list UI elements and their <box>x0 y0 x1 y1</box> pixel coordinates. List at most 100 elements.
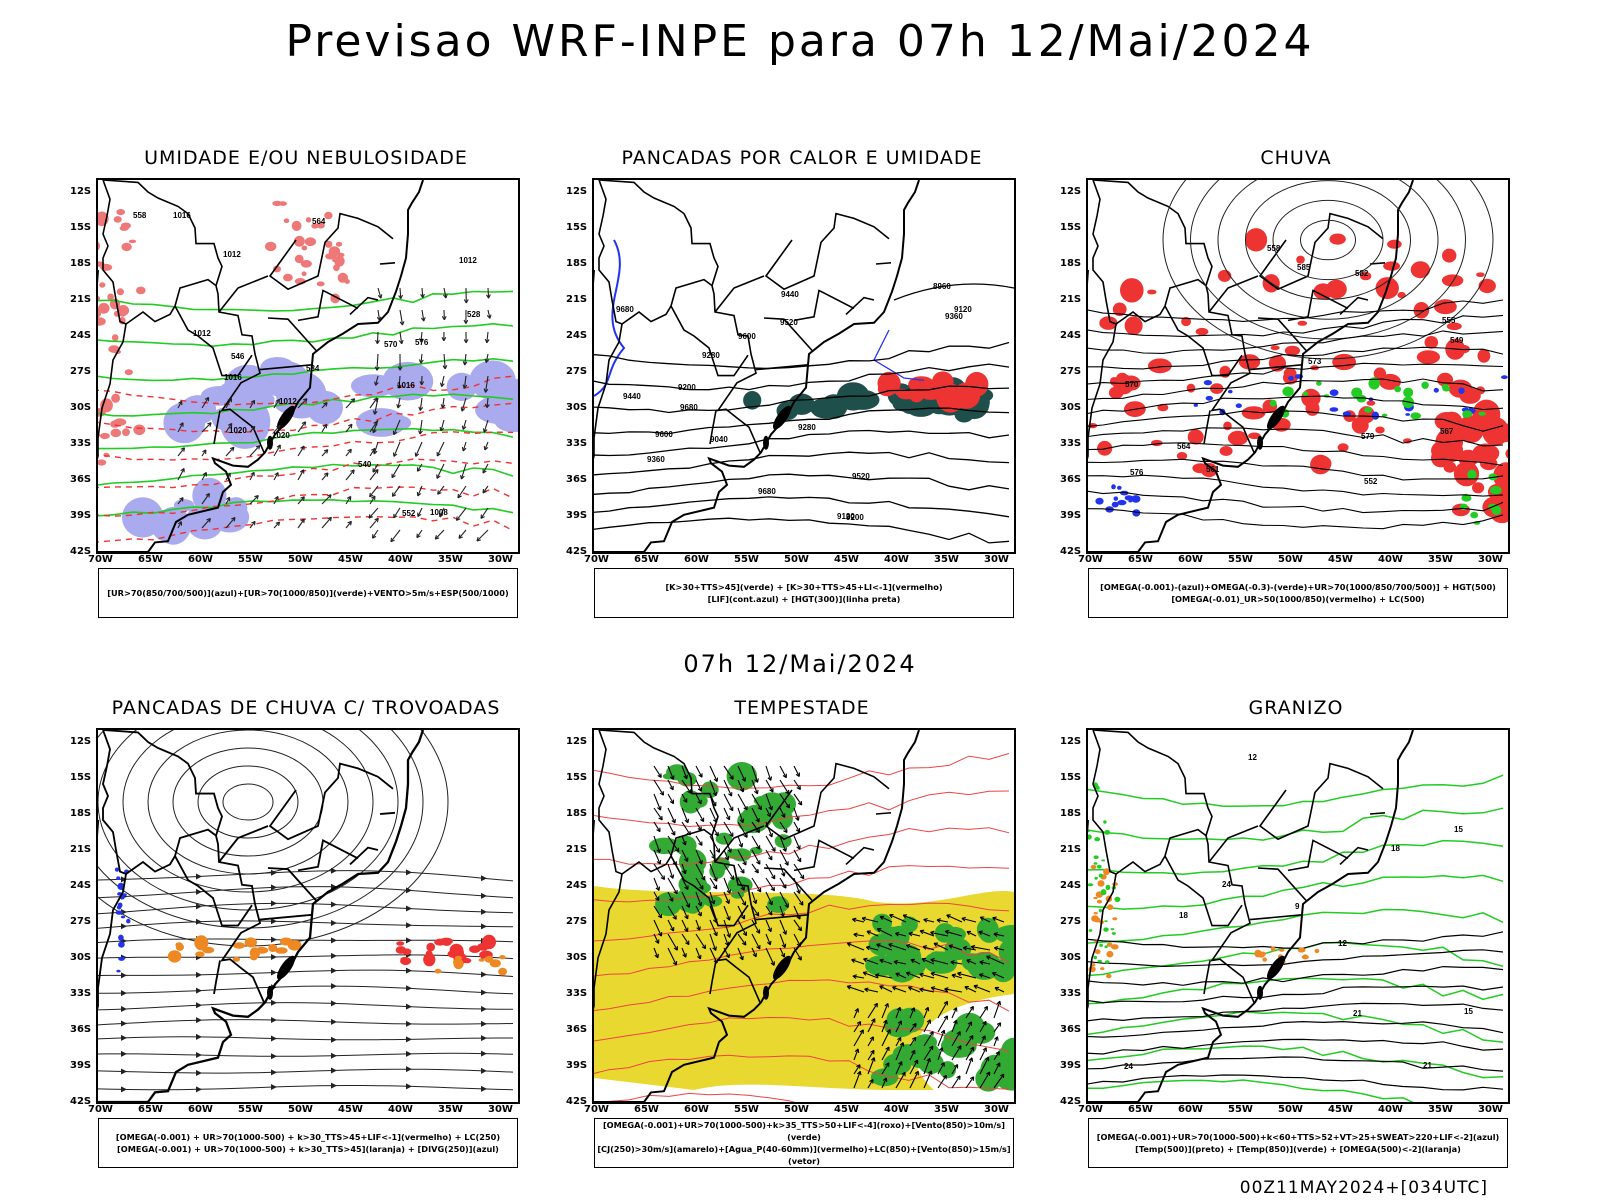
wind-vector <box>751 863 759 874</box>
wind-arrowhead <box>436 451 441 457</box>
field-patch <box>117 882 125 890</box>
wind-vector <box>421 287 424 298</box>
field-patch <box>1103 927 1109 932</box>
lon-tick-label: 60W <box>188 554 213 565</box>
wind-arrowhead <box>957 971 962 977</box>
wind-vector <box>653 835 661 853</box>
state-border <box>709 410 717 445</box>
contour-label: 21 <box>1353 1009 1362 1018</box>
wind-arrowhead <box>323 449 329 454</box>
lon-tick-label: 40W <box>388 1104 413 1115</box>
wind-vector <box>372 463 379 473</box>
wind-vector <box>853 933 865 937</box>
field-patch <box>305 217 312 223</box>
wind-vector <box>923 1007 929 1019</box>
wind-vector <box>895 932 907 937</box>
wind-vector <box>923 918 935 923</box>
contour-line <box>1088 442 1504 467</box>
wind-arrowhead <box>926 1019 931 1024</box>
wind-arrowhead <box>322 423 328 429</box>
wind-arrowhead <box>463 319 469 324</box>
wind-vector <box>930 972 949 979</box>
legend-box: [OMEGA(-0.001) + UR>70(1000-500) + k>30_… <box>98 1118 518 1168</box>
field-patch <box>494 409 518 433</box>
wind-arrowhead <box>866 930 872 935</box>
wind-vector <box>681 835 687 846</box>
wind-vector <box>930 931 949 937</box>
field-patch <box>283 273 293 282</box>
field-patch <box>731 848 752 862</box>
wind-arrowhead <box>672 915 677 920</box>
wind-arrowhead <box>795 816 800 821</box>
stream-arrow <box>481 923 487 930</box>
wind-arrowhead <box>714 831 719 837</box>
wind-arrowhead <box>973 984 978 990</box>
wind-vector <box>965 1046 975 1061</box>
wind-vector <box>345 469 355 481</box>
wind-arrowhead <box>659 791 665 796</box>
wind-arrowhead <box>374 469 379 474</box>
wind-vector <box>653 793 662 811</box>
contour-label: 555 <box>1442 316 1456 325</box>
wind-arrowhead <box>301 421 307 426</box>
wind-vector <box>483 419 489 433</box>
wind-vector <box>709 877 718 890</box>
field-patch <box>434 968 442 974</box>
wind-arrowhead <box>755 828 760 834</box>
wind-vector <box>979 1035 986 1047</box>
wind-vector <box>667 905 677 920</box>
wind-arrowhead <box>846 985 852 990</box>
stream-arrow <box>271 1069 277 1076</box>
field-patch <box>311 223 319 229</box>
state-border <box>1258 212 1384 291</box>
wind-arrowhead <box>276 424 281 430</box>
wind-vector <box>297 398 308 409</box>
wind-vector <box>393 507 401 519</box>
wind-arrowhead <box>754 789 759 795</box>
wind-arrowhead <box>687 789 692 794</box>
wind-arrowhead <box>930 986 936 991</box>
wind-arrowhead <box>416 467 422 472</box>
contour-line <box>1088 1002 1504 1022</box>
wind-arrowhead <box>712 791 718 797</box>
contour-line <box>1088 839 1504 876</box>
contour-line <box>594 496 1010 518</box>
wind-arrowhead <box>756 944 761 950</box>
field-patch <box>1117 499 1127 506</box>
contour-line <box>1088 474 1504 497</box>
lagoa-dos-patos <box>772 405 792 430</box>
wind-arrowhead <box>657 806 662 811</box>
wind-arrowhead <box>799 901 804 906</box>
state-border <box>259 913 313 921</box>
wind-vector <box>881 1029 891 1047</box>
wind-vector <box>793 807 799 821</box>
legend-box: [OMEGA(-0.001)+UR>70(1000-500)+k>35_TTS>… <box>594 1118 1014 1168</box>
contour-line <box>1088 931 1504 949</box>
field-patch <box>1410 261 1431 279</box>
field-patch <box>1104 920 1108 922</box>
wind-arrowhead <box>967 1021 973 1026</box>
contour-line <box>98 486 514 517</box>
contour-label: 9680 <box>616 305 634 314</box>
wind-arrowhead <box>669 775 675 780</box>
wind-vector <box>376 353 379 371</box>
wind-arrowhead <box>970 944 976 950</box>
state-border <box>349 846 379 866</box>
stream-arrow <box>406 1020 412 1027</box>
wind-arrowhead <box>897 1036 902 1042</box>
wind-vector <box>937 1001 948 1019</box>
lon-tick-label: 50W <box>1278 1104 1303 1115</box>
wind-vector <box>931 987 949 993</box>
wind-vector <box>919 930 935 937</box>
field-patch <box>453 958 464 970</box>
coastline <box>1088 180 1414 552</box>
wind-arrowhead <box>889 913 894 919</box>
wind-vector <box>751 835 761 850</box>
wind-arrowhead <box>712 801 717 807</box>
lat-tick-label: 27S <box>1060 916 1082 927</box>
wind-arrowhead <box>982 1047 987 1052</box>
state-border <box>1287 839 1349 872</box>
field-patch <box>1258 953 1265 958</box>
wind-vector <box>765 933 771 946</box>
